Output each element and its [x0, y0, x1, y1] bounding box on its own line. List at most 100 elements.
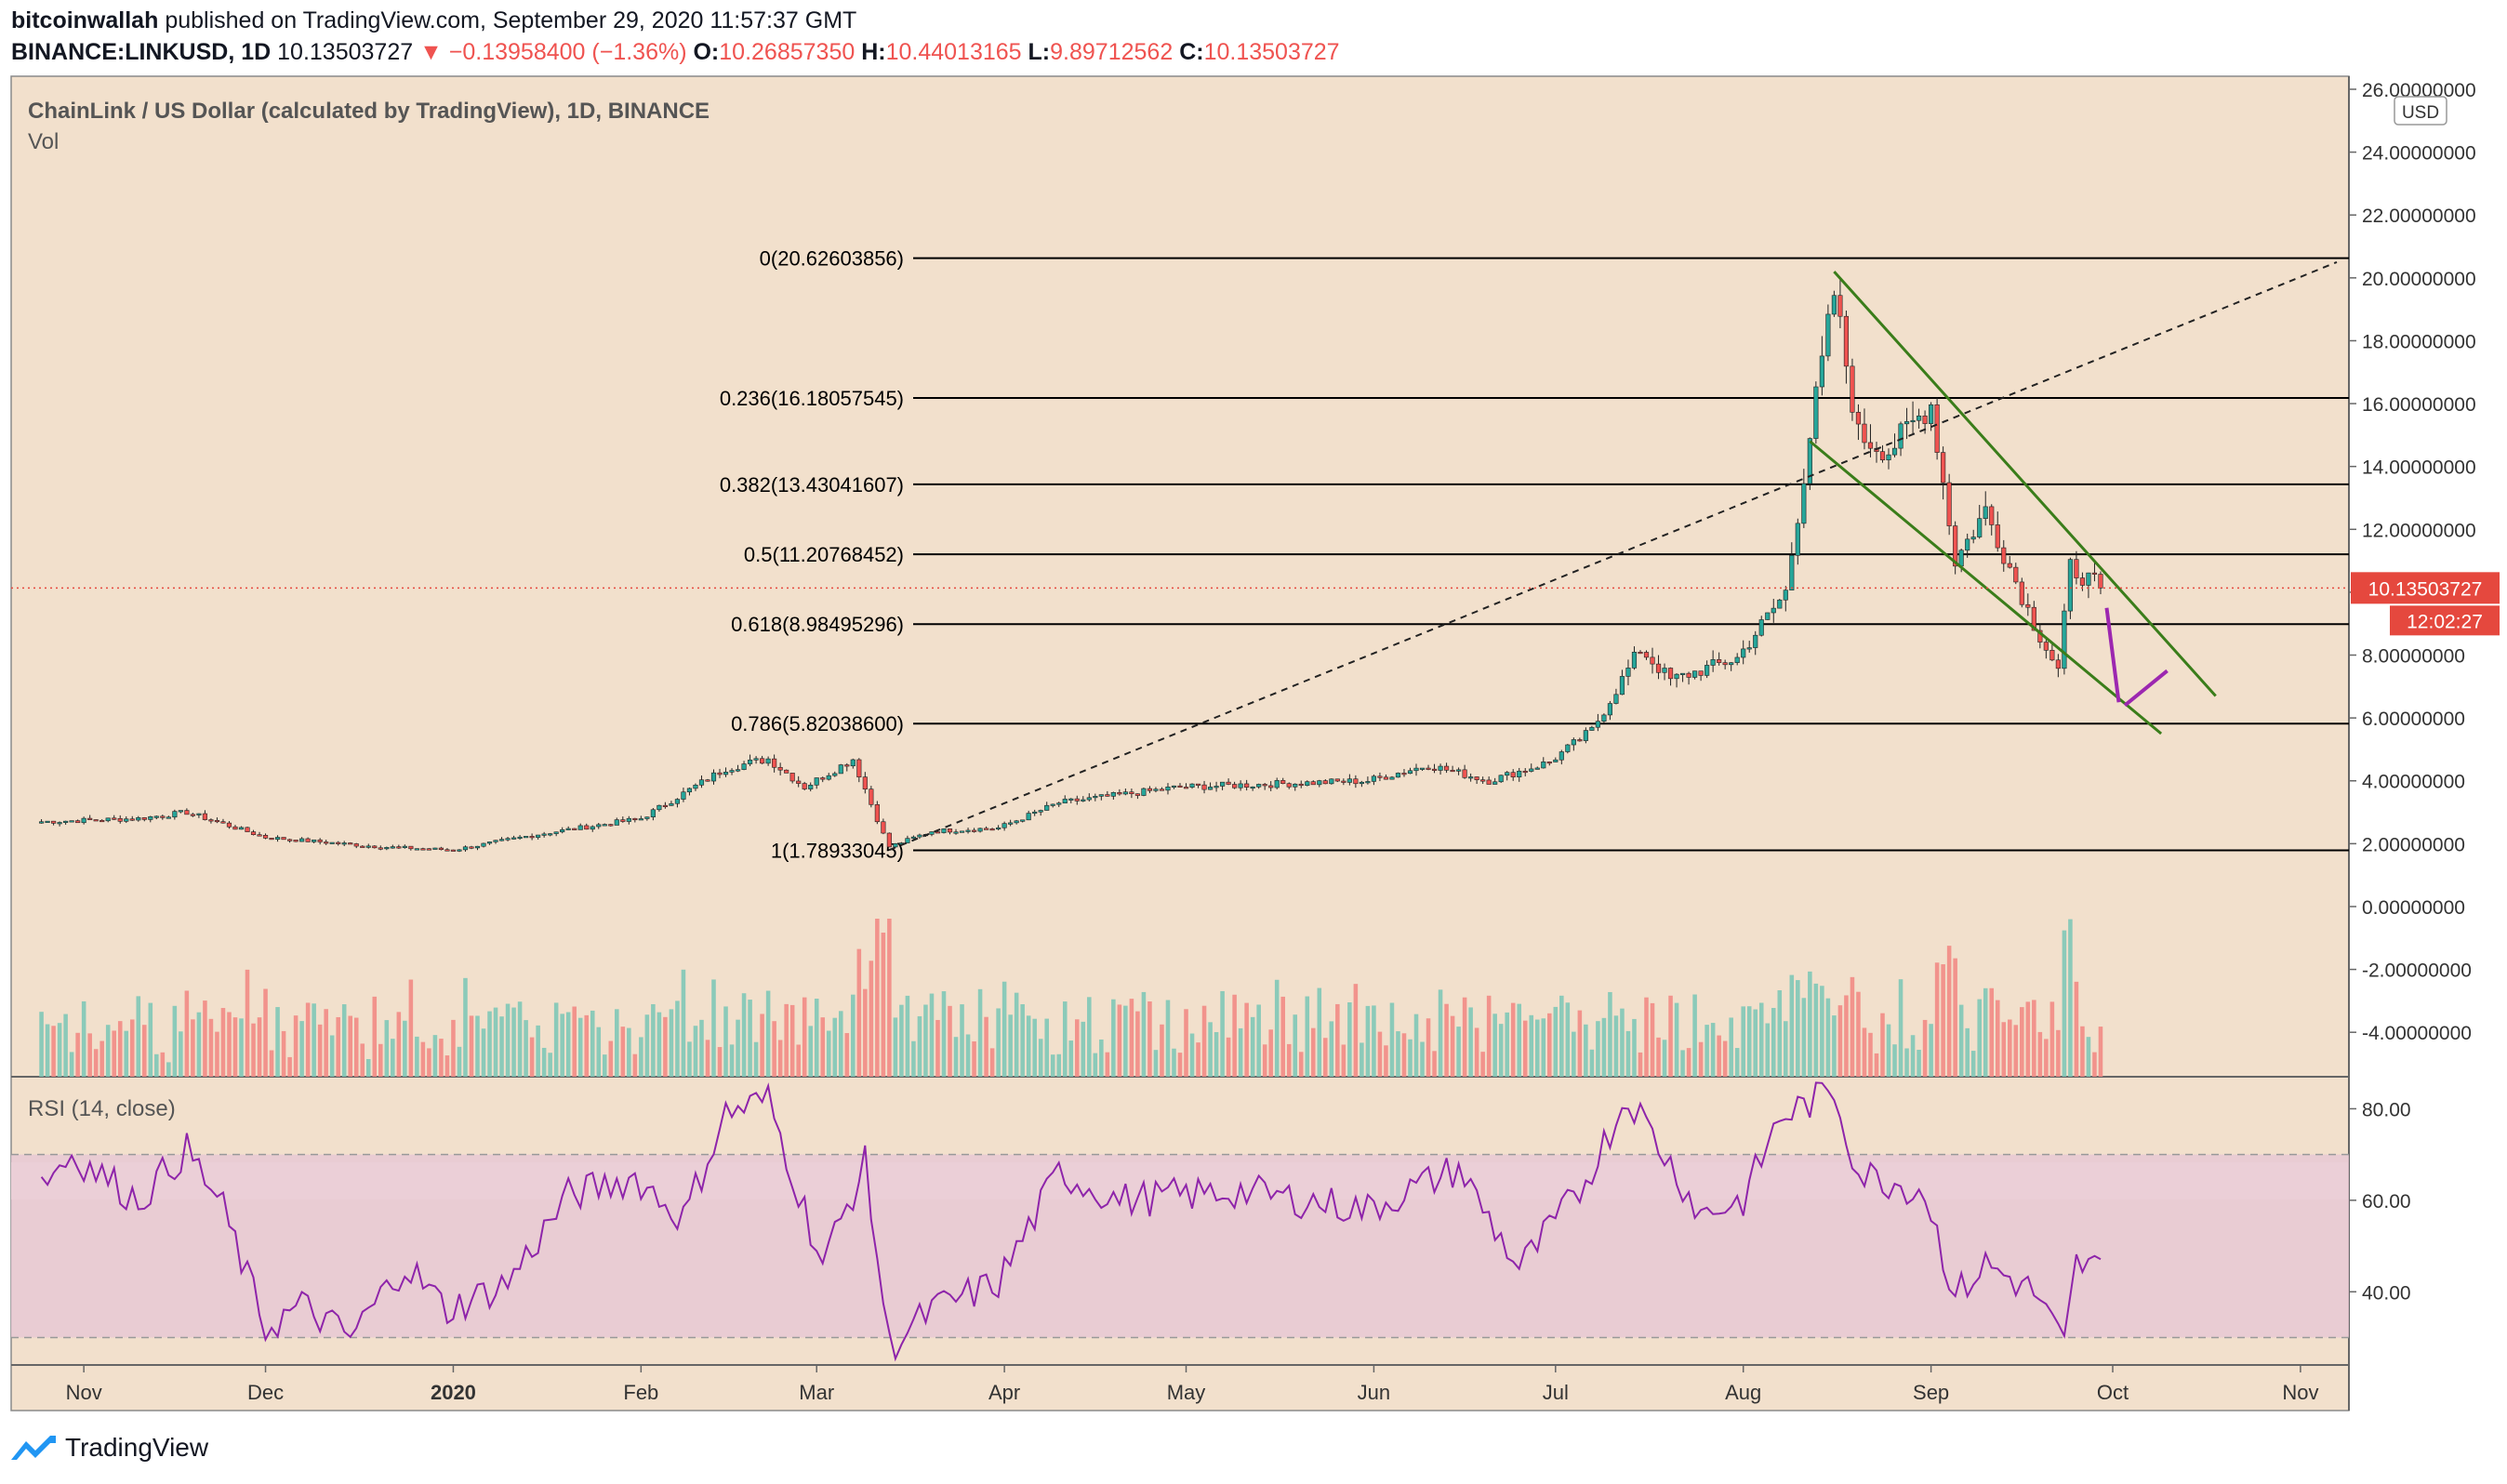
fib-label: 0.382(13.43041607)	[720, 473, 904, 497]
volume-bar	[741, 993, 747, 1077]
channel-upper-line	[1833, 271, 2217, 697]
candle-body	[329, 841, 335, 844]
candle-body	[1879, 451, 1886, 460]
volume-bar	[639, 1037, 643, 1077]
last-price-label: 10.13503727	[2368, 578, 2483, 600]
candle-body	[560, 829, 565, 833]
volume-bar	[1250, 1016, 1255, 1077]
volume-bar	[717, 1047, 723, 1077]
volume-bar	[45, 1024, 50, 1077]
candle-body	[2031, 606, 2036, 631]
candle-body	[1559, 751, 1564, 761]
volume-bar	[1862, 1027, 1867, 1077]
candle-body	[772, 758, 777, 768]
volume-bar	[2032, 1000, 2036, 1077]
volume-bar	[75, 1032, 80, 1077]
volume-bar	[977, 988, 983, 1077]
time-axis[interactable]: Nov Dec 2020 Feb Mar Apr May Jun Jul Aug Sep Oct Nov	[66, 1365, 2319, 1404]
volume-bar	[487, 1011, 492, 1077]
volume-bar	[299, 1021, 304, 1077]
candle-body	[287, 839, 293, 841]
candle-body	[1171, 785, 1177, 788]
candle-body	[1631, 652, 1638, 669]
volume-bar	[1910, 1035, 1916, 1077]
candle-body	[1032, 811, 1038, 815]
currency-badge[interactable]	[2394, 96, 2447, 126]
volume-bar	[1062, 1001, 1068, 1077]
volume-bar	[627, 1027, 631, 1077]
candle-body	[293, 840, 298, 842]
symbol-line: BINANCE:LINKUSD, 1D 10.13503727 ▼ −0.139…	[11, 39, 1340, 66]
time-tick-label: Sep	[1913, 1381, 1949, 1404]
volume-bar	[1698, 1041, 1704, 1077]
volume-bar	[1904, 1048, 1909, 1077]
volume-bar	[1989, 987, 1995, 1077]
candle-body	[893, 843, 898, 848]
volume-bar	[1808, 971, 1812, 1077]
candle-body	[602, 824, 607, 827]
symbol-name[interactable]: BINANCE:LINKUSD, 1D	[11, 39, 272, 65]
volume-bar	[765, 990, 771, 1077]
candle-body	[75, 820, 81, 824]
candle-body	[420, 848, 426, 851]
candle-body	[1165, 786, 1171, 791]
candle-body	[238, 827, 245, 830]
volume-bar	[1832, 1015, 1837, 1077]
candle-body	[336, 841, 341, 844]
candle-body	[947, 828, 953, 833]
volume-bar	[287, 1056, 292, 1077]
candle-body	[1917, 415, 1922, 421]
channel-lower-line	[1809, 440, 2163, 735]
volume-bar	[1965, 1027, 1970, 1077]
price-tick-label: 24.00000000	[2362, 143, 2476, 165]
volume-bar	[432, 1035, 438, 1077]
volume-bar	[93, 1049, 99, 1077]
candle-body	[390, 846, 395, 849]
volume-bar	[657, 1012, 662, 1077]
volume-bar	[1765, 1023, 1771, 1077]
candle-body	[1256, 784, 1262, 788]
volume-bar	[57, 1023, 62, 1077]
volume-bar	[784, 1003, 789, 1077]
candle-body	[51, 820, 57, 824]
volume-bar	[269, 1050, 274, 1077]
candle-body	[1371, 775, 1376, 782]
candle-body	[1134, 793, 1140, 796]
candle-body	[1401, 773, 1407, 775]
candle-body	[2062, 610, 2067, 669]
candle-body	[1365, 781, 1371, 784]
volume-bar	[1244, 1002, 1249, 1077]
volume-bar	[142, 1025, 147, 1077]
price-axis[interactable]: 26.00000000 24.00000000 22.00000000 20.0000…	[2349, 80, 2476, 1304]
footer-brand[interactable]: TradingView	[65, 1433, 209, 1462]
candle-body	[789, 773, 795, 782]
candle-body	[1867, 442, 1874, 449]
tradingview-logo-icon[interactable]	[9, 1432, 58, 1464]
candle-body	[2091, 572, 2098, 575]
candle-body	[1001, 823, 1007, 828]
volume-bar	[172, 1005, 178, 1077]
volume-bar	[1572, 1031, 1576, 1077]
candle-body	[257, 834, 262, 837]
candle-body	[935, 831, 941, 834]
volume-bar	[796, 1044, 801, 1077]
volume-bar	[1153, 1050, 1159, 1077]
candle-body	[1020, 819, 1026, 822]
candle-body	[674, 799, 681, 804]
volume-bar	[1498, 1024, 1504, 1077]
candle-body	[396, 846, 402, 849]
candle-body	[202, 813, 207, 820]
candle-body	[141, 817, 147, 820]
candle-body	[1383, 776, 1389, 780]
volume-bar	[1917, 1050, 1921, 1077]
candle-body	[1941, 452, 1946, 484]
candle-body	[299, 838, 305, 842]
publisher-name[interactable]: bitcoinwallah	[11, 7, 159, 33]
candle-body	[1825, 313, 1831, 357]
candle-body	[669, 802, 674, 806]
volume-bar	[1741, 1006, 1745, 1077]
candle-body	[1855, 412, 1862, 425]
volume-bar	[681, 969, 686, 1077]
volume-bar	[2020, 1007, 2024, 1077]
